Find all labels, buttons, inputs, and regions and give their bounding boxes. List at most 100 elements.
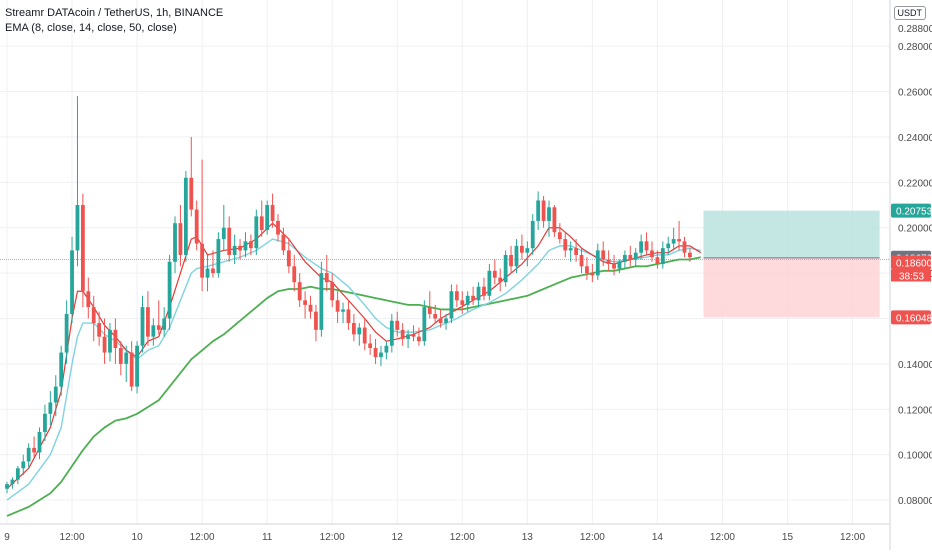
ema-50-line: [6, 256, 701, 517]
candle-body: [37, 431, 42, 453]
candle-body: [346, 309, 351, 324]
candle-body: [314, 311, 318, 330]
candle-body: [368, 343, 373, 348]
candle-body: [297, 282, 302, 301]
candle-body: [156, 325, 161, 330]
time-tick-label: 12:00: [60, 532, 85, 543]
candle-body: [216, 239, 221, 274]
candle-body: [64, 313, 69, 353]
candle-body: [417, 336, 421, 342]
price-badge-label: 0.16048: [896, 313, 932, 324]
candle-body: [183, 177, 188, 255]
candle-body: [276, 220, 280, 235]
candle-body: [547, 207, 551, 221]
candle-body: [660, 248, 665, 265]
candle-body: [427, 307, 432, 314]
candle-body: [265, 205, 270, 230]
candle-body: [612, 264, 616, 269]
candle-body: [671, 239, 676, 244]
candle-body: [324, 273, 329, 283]
candle-body: [124, 352, 129, 364]
candle-body: [530, 220, 535, 249]
candle-body: [118, 348, 123, 364]
candle-body: [162, 318, 167, 330]
candle-body: [357, 327, 362, 335]
price-tick-label: 0.26000: [898, 88, 932, 99]
time-tick-label: 14: [652, 532, 664, 543]
candle-body: [541, 200, 546, 221]
candle-body: [373, 348, 378, 358]
candle-body: [633, 252, 638, 260]
candle-body: [666, 243, 671, 249]
candle-body: [471, 295, 476, 301]
candle-body: [102, 336, 107, 353]
price-tick-label: 0.24000: [898, 133, 932, 144]
price-badge-target: [891, 203, 931, 218]
candle-body: [579, 254, 584, 267]
candle-body: [492, 270, 497, 278]
candle-body: [243, 241, 248, 251]
price-tick-label: 0.20000: [898, 224, 932, 235]
candle-body: [465, 295, 470, 305]
candle-body: [178, 223, 183, 255]
candle-body: [574, 248, 578, 255]
candle-body: [384, 345, 389, 353]
candle-body: [167, 261, 172, 319]
candle-body: [53, 386, 58, 403]
candle-body: [43, 413, 47, 432]
candle-body: [525, 248, 530, 253]
candle-body: [189, 177, 194, 210]
candle-body: [194, 209, 199, 244]
candle-body: [10, 479, 15, 485]
candle-body: [259, 216, 264, 230]
candle-body: [520, 245, 524, 253]
candle-body: [514, 245, 519, 267]
candle-body: [319, 273, 324, 330]
time-tick-label: 12:00: [320, 532, 345, 543]
candle-body: [80, 205, 85, 292]
candle-body: [498, 277, 503, 283]
symbol-title: Streamr DATAcoin / TetherUS, 1h, BINANCE: [5, 7, 224, 19]
candle-body: [32, 447, 36, 453]
price-tick-label: 0.10000: [898, 451, 932, 462]
candle-body: [454, 291, 459, 301]
time-tick-label: 12:00: [710, 532, 735, 543]
time-tick-label: 12:00: [190, 532, 215, 543]
candle-body: [15, 468, 20, 480]
candle-body: [628, 254, 633, 260]
candle-body: [140, 307, 145, 346]
time-tick-label: 12:00: [450, 532, 475, 543]
candle-body: [595, 250, 600, 276]
candle-body: [227, 227, 232, 255]
loss-zone: [703, 257, 880, 318]
candle-body: [557, 232, 562, 240]
countdown-label: 38:53: [899, 271, 924, 282]
candle-body: [146, 307, 150, 337]
indicator-label: EMA (8, close, 14, close, 50, close): [5, 22, 177, 34]
candle-body: [173, 223, 177, 262]
candle-body: [639, 241, 644, 253]
candle-body: [292, 266, 297, 283]
candle-body: [129, 352, 134, 387]
candle-body: [232, 245, 237, 255]
candle-body: [5, 484, 9, 489]
candle-body: [655, 257, 660, 265]
time-tick-label: 11: [262, 532, 273, 543]
candle-body: [379, 352, 383, 358]
price-badge-label: 0.20753: [896, 207, 932, 218]
candle-body: [221, 227, 226, 240]
candle-body: [211, 268, 215, 274]
candle-body: [341, 309, 345, 312]
candle-body: [590, 273, 595, 276]
price-badge-stop: [891, 310, 931, 325]
candle-body: [650, 250, 654, 258]
candle-body: [552, 207, 557, 233]
candle-body: [617, 261, 622, 269]
candle-body: [606, 259, 611, 265]
candle-body: [362, 327, 367, 344]
candle-body: [113, 329, 118, 348]
profit-zone: [703, 210, 880, 258]
currency-badge[interactable]: USDT: [893, 6, 926, 20]
